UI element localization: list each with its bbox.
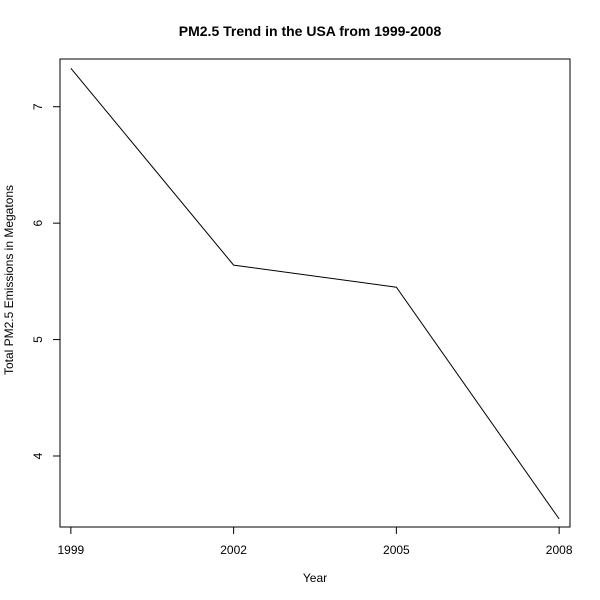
x-axis-label: Year <box>303 571 327 585</box>
y-axis: 4 5 6 7 <box>31 103 61 459</box>
x-axis: 1999 2002 2005 2008 <box>57 526 573 557</box>
chart-title: PM2.5 Trend in the USA from 1999-2008 <box>179 23 442 39</box>
plot-area <box>59 58 571 528</box>
x-tick-label: 2002 <box>220 543 247 557</box>
y-tick-label: 6 <box>31 219 45 226</box>
x-tick-label: 1999 <box>57 543 84 557</box>
y-axis-label: Total PM2.5 Emissions in Megatons <box>2 185 16 375</box>
x-tick-label: 2005 <box>383 543 410 557</box>
series-line <box>70 67 560 520</box>
y-tick-label: 5 <box>31 336 45 343</box>
y-tick-label: 7 <box>31 103 45 110</box>
y-tick-label: 4 <box>31 452 45 459</box>
series-layer <box>70 67 560 520</box>
x-tick-label: 2008 <box>546 543 573 557</box>
